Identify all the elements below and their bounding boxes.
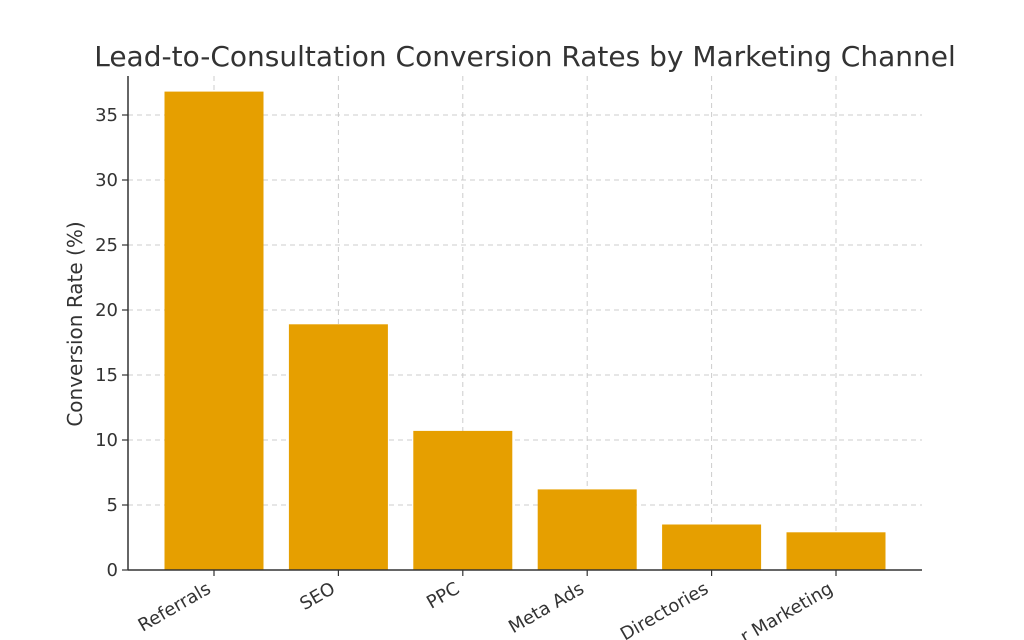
bar-ppc	[413, 430, 513, 570]
x-tick-label-seo: SEO	[296, 578, 339, 615]
x-ticks: Referrals SEO PPC Meta Ads Directories r Mark…	[135, 570, 837, 640]
y-tick-label-30: 30	[95, 170, 118, 191]
y-ticks: 0 5 10 15 20 25 30 35	[95, 105, 128, 581]
x-tick-label-meta-ads: Meta Ads	[505, 578, 588, 638]
y-tick-label-25: 25	[95, 235, 118, 256]
y-tick-label-5: 5	[107, 495, 118, 516]
y-tick-label-35: 35	[95, 105, 118, 126]
x-tick-label-referrals: Referrals	[135, 578, 215, 636]
bar-seo	[288, 324, 388, 570]
y-axis-label: Conversion Rate (%)	[63, 221, 87, 426]
y-tick-label-0: 0	[107, 560, 118, 581]
bar-email-marketing	[786, 532, 886, 570]
bar-referrals	[164, 91, 264, 570]
x-tick-label-directories: Directories	[617, 578, 712, 640]
y-tick-label-15: 15	[95, 365, 118, 386]
y-tick-label-20: 20	[95, 300, 118, 321]
bars	[164, 91, 886, 570]
y-tick-label-10: 10	[95, 430, 118, 451]
x-tick-label-email-marketing: r Marketing	[737, 578, 837, 640]
x-tick-label-ppc: PPC	[423, 578, 463, 613]
bar-directories	[662, 524, 762, 570]
chart-title: Lead-to-Consultation Conversion Rates by…	[94, 40, 956, 73]
bar-meta-ads	[537, 489, 637, 570]
